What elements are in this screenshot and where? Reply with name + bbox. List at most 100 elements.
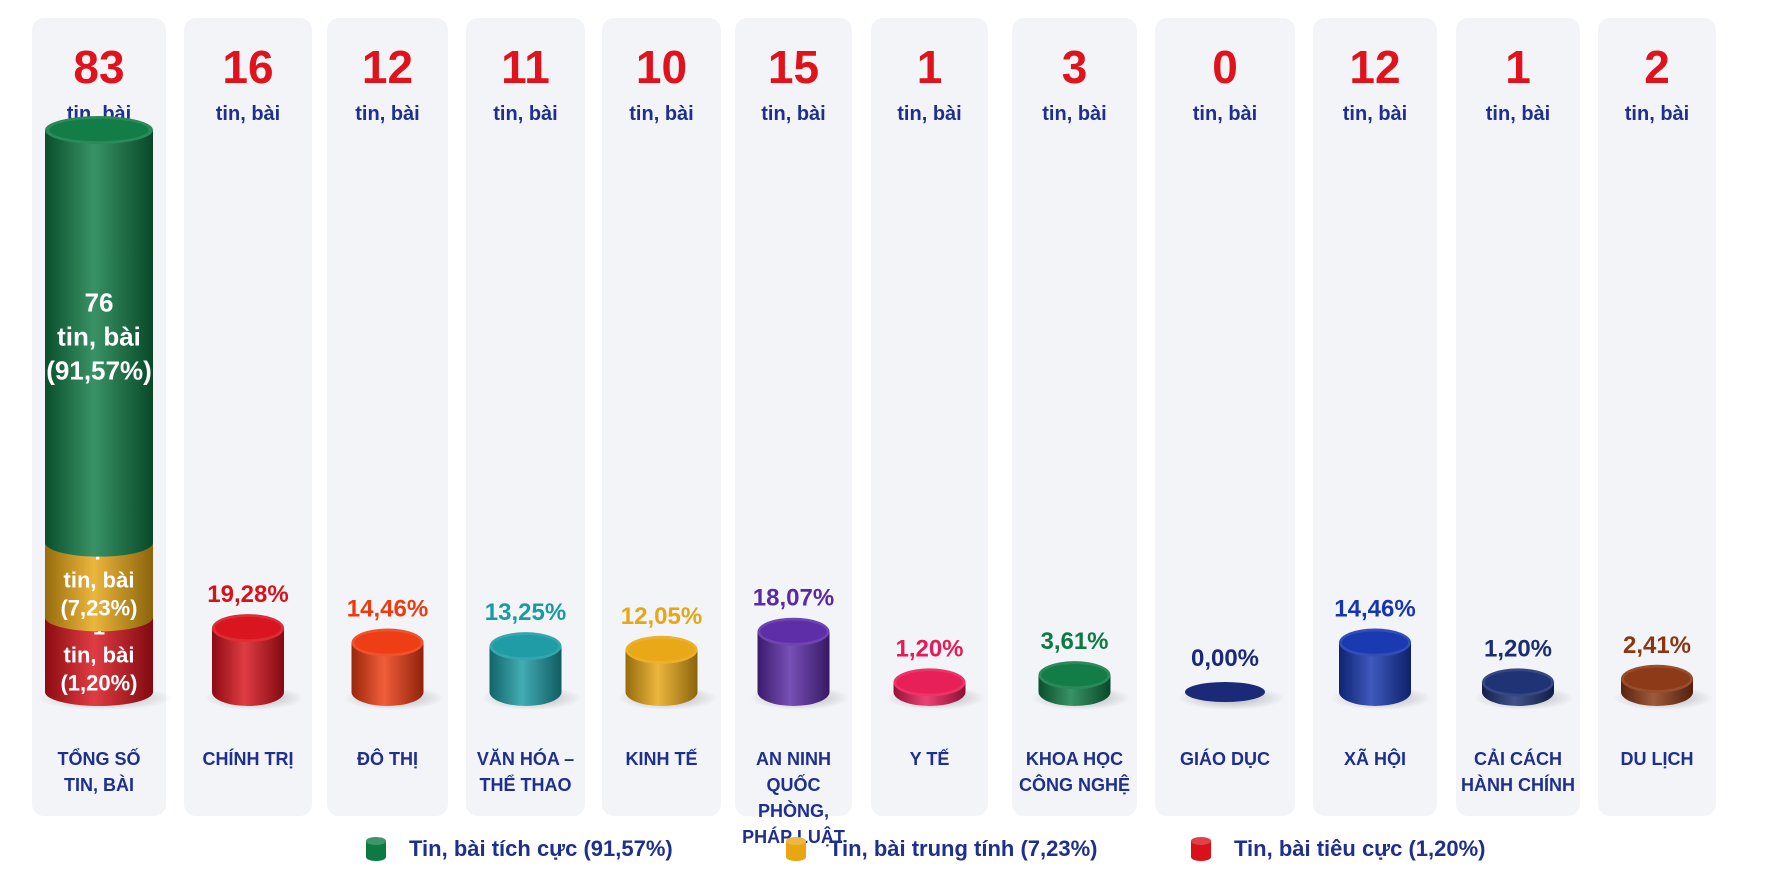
- category-label-line: TỔNG SỐ: [57, 749, 141, 769]
- percent-label: 13,25%: [485, 599, 566, 626]
- count-unit-label: tin, bài: [355, 103, 420, 125]
- category-label: GIÁO DỤC: [1155, 746, 1295, 772]
- article-count: 1: [1505, 41, 1531, 93]
- count-unit-label: tin, bài: [215, 103, 281, 125]
- segment-value-label: (1,20%): [60, 670, 137, 695]
- category-label-line: QUỐC PHÒNG,: [757, 775, 829, 821]
- bar-cat-8: 0,00%: [1177, 645, 1285, 710]
- article-count: 12: [361, 41, 414, 93]
- percent-label: 12,05%: [621, 603, 702, 630]
- category-label-line: KHOA HỌC: [1025, 749, 1124, 769]
- article-count: 2: [1644, 41, 1670, 93]
- article-count: 16: [222, 41, 274, 93]
- segment-value-label: 76: [85, 287, 114, 317]
- bar-cat-6: 1,20%: [885, 635, 986, 710]
- category-panel-cat-4: 10 tin, bài KINH TẾ: [602, 18, 721, 816]
- count-unit-label: tin, bài: [1342, 103, 1408, 125]
- count-unit-label: tin, bài: [493, 103, 558, 125]
- percent-label: 14,46%: [347, 596, 428, 623]
- legend-swatch-icon: [1190, 836, 1212, 862]
- legend-item-neutral: Tin, bài trung tính (7,23%): [785, 834, 1098, 864]
- category-label-line: CÔNG NGHỆ: [1018, 775, 1130, 795]
- segment-value-label: tin, bài: [57, 321, 141, 351]
- percent-label: 0,00%: [1191, 645, 1259, 672]
- percent-label: 18,07%: [753, 585, 834, 612]
- total-segment-positive: 76 tin, bài (91,57%): [45, 116, 153, 557]
- bar-cat-10: 1,20%: [1474, 635, 1574, 710]
- legend-swatch-icon: [785, 836, 807, 862]
- category-panel-cat-2: 12 tin, bài ĐÔ THỊ: [327, 18, 448, 816]
- legend-item-negative: Tin, bài tiêu cực (1,20%): [1190, 834, 1486, 864]
- category-label-line: Y TẾ: [909, 749, 950, 769]
- percent-label: 14,46%: [1334, 596, 1415, 623]
- category-label-line: GIÁO DỤC: [1180, 749, 1270, 769]
- bar-body: [489, 646, 562, 706]
- category-label: AN NINH QUỐC PHÒNG, PHÁP LUẬT: [735, 746, 852, 850]
- category-label-line: HÀNH CHÍNH: [1461, 775, 1575, 795]
- percent-label: 1,20%: [1484, 635, 1552, 662]
- bar-body: [212, 628, 284, 706]
- legend-label: Tin, bài tích cực (91,57%): [409, 836, 673, 861]
- bar-body: [351, 642, 424, 706]
- count-unit-label: tin, bài: [1192, 103, 1258, 125]
- chart-legend: Tin, bài tích cực (91,57%) Tin, bài trung…: [0, 830, 1774, 870]
- category-label: KINH TẾ: [602, 746, 721, 772]
- category-label: Y TẾ: [871, 746, 988, 772]
- legend-item-positive: Tin, bài tích cực (91,57%): [365, 834, 673, 864]
- bar-cat-4: 12,05%: [617, 603, 718, 710]
- total-segment-neutral: 7tin, bài(7,23%): [45, 540, 153, 632]
- bar-body: [757, 631, 830, 706]
- segment-value-label: tin, bài: [64, 568, 135, 593]
- percent-label: 3,61%: [1040, 628, 1108, 655]
- legend-swatch-icon: [365, 836, 387, 862]
- bar-body: [625, 649, 698, 706]
- article-count: 11: [501, 41, 550, 93]
- category-label-line: THỂ THAO: [479, 775, 572, 795]
- category-label: XÃ HỘI: [1313, 746, 1437, 772]
- category-label: VĂN HÓA – THỂ THAO: [466, 746, 585, 798]
- legend-label: Tin, bài tiêu cực (1,20%): [1234, 836, 1486, 861]
- bar-base-disc: [1185, 682, 1265, 702]
- article-count: 1: [916, 41, 943, 93]
- category-label: ĐÔ THỊ: [327, 746, 448, 772]
- bar-cat-3: 13,25%: [481, 599, 582, 710]
- article-count: 83: [73, 41, 125, 93]
- category-label-line: ĐÔ THỊ: [357, 749, 418, 769]
- bar-cat-7: 3,61%: [1030, 628, 1131, 710]
- count-unit-label: tin, bài: [761, 103, 826, 125]
- category-label: KHOA HỌC CÔNG NGHỆ: [1012, 746, 1137, 798]
- category-label-line: DU LỊCH: [1620, 749, 1694, 769]
- article-count: 15: [767, 41, 820, 93]
- category-label-line: AN NINH: [756, 749, 831, 769]
- count-unit-label: tin, bài: [1485, 103, 1551, 125]
- segment-value-label: (91,57%): [46, 355, 152, 385]
- count-unit-label: tin, bài: [629, 103, 694, 125]
- category-label-line: PHÁP LUẬT: [742, 827, 845, 847]
- bar-body: [1339, 642, 1411, 706]
- percent-label: 1,20%: [895, 635, 963, 662]
- segment-value-label: tin, bài: [64, 642, 135, 667]
- percent-label: 19,28%: [207, 581, 288, 608]
- category-label-line: CHÍNH TRỊ: [202, 749, 294, 769]
- category-label-line: XÃ HỘI: [1343, 749, 1406, 769]
- segment-value-label: (7,23%): [60, 596, 137, 621]
- category-label-line: VĂN HÓA –: [476, 749, 575, 769]
- category-label: TỔNG SỐ TIN, BÀI: [32, 746, 166, 798]
- bar-cat-9: 14,46%: [1331, 596, 1431, 710]
- legend-label: Tin, bài trung tính (7,23%): [829, 836, 1098, 861]
- percent-label: 2,41%: [1623, 632, 1691, 659]
- article-count: 3: [1061, 41, 1088, 93]
- category-label: CẢI CÁCH HÀNH CHÍNH: [1456, 746, 1580, 798]
- category-label-line: TIN, BÀI: [64, 775, 134, 795]
- article-count: 12: [1349, 41, 1401, 93]
- category-label-line: KINH TẾ: [625, 749, 698, 769]
- count-unit-label: tin, bài: [1624, 103, 1690, 125]
- category-label-line: CẢI CÁCH: [1474, 749, 1562, 769]
- bar-cat-11: 2,41%: [1613, 632, 1713, 710]
- bar-cat-5: 18,07%: [749, 585, 850, 710]
- count-unit-label: tin, bài: [897, 103, 962, 125]
